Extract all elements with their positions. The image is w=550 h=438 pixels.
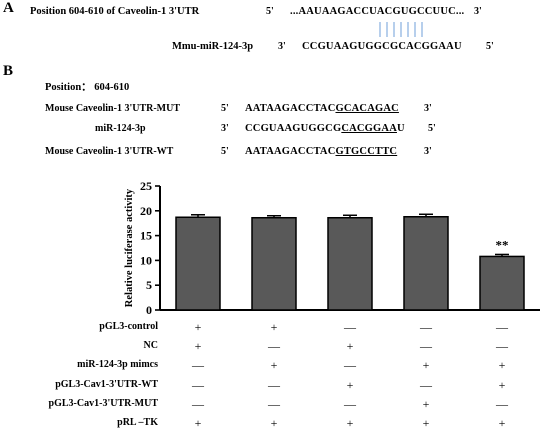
seq-pre: AATAAGACCTAC: [245, 146, 336, 157]
seq-row-right: 3': [424, 103, 432, 114]
panel-a-label: A: [3, 0, 14, 16]
condition-symbol: —: [420, 377, 432, 392]
condition-symbol: —: [496, 320, 508, 334]
seq-row-name: Mouse Caveolin-1 3'UTR-WT: [45, 146, 174, 157]
bar: [175, 216, 221, 311]
seq-pre: CCGUAAGUGGCG: [245, 123, 342, 134]
condition-label: miR-124-3p mimcs: [77, 359, 158, 371]
seq-row-name: Mouse Caveolin-1 3'UTR-MUT: [45, 103, 180, 114]
condition-symbol: +: [194, 320, 202, 334]
luciferase-bar-chart: 0 5 10 15 20 25 Relative luciferase activity **: [124, 179, 540, 317]
condition-symbol: +: [270, 358, 278, 373]
condition-symbol: +: [498, 377, 506, 392]
condition-symbol: —: [268, 339, 280, 354]
condition-symbol: —: [268, 377, 280, 392]
mirna-five: 5': [486, 41, 494, 52]
seq-row-sequence: AATAAGACCTACGTGCCTTC: [245, 146, 397, 157]
y-axis-label: Relative luciferase activity: [124, 188, 135, 307]
condition-symbol: +: [422, 396, 430, 411]
condition-symbol: —: [268, 396, 280, 411]
panel-b-label: B: [3, 63, 14, 79]
condition-symbol: +: [498, 358, 506, 373]
condition-label: pGL3-control: [99, 321, 158, 332]
condition-symbol: —: [420, 320, 432, 334]
condition-label: NC: [143, 340, 158, 352]
condition-symbol: —: [344, 396, 356, 411]
condition-label: pRL –TK: [117, 417, 158, 428]
seq-row-left: 5': [221, 146, 229, 157]
seq-row-name: miR-124-3p: [95, 123, 146, 134]
position-b: Position： 604-610: [45, 82, 130, 93]
seq-row-right: 3': [424, 146, 432, 157]
significance-label: **: [496, 237, 509, 252]
y-tick-label: 0: [146, 303, 152, 317]
mirna-three: 3': [278, 41, 286, 52]
y-tick-label: 20: [140, 204, 152, 218]
seq-site: CACGGAA: [341, 123, 397, 134]
y-tick-label: 15: [140, 229, 152, 243]
condition-label: pGL3-Cav1-3'UTR-MUT: [48, 397, 158, 409]
mirna-seq: CCGUAAGUGGCGCACGGAAU: [302, 41, 462, 52]
condition-label: pGL3-Cav1-3'UTR-WT: [55, 378, 158, 390]
condition-symbol: —: [344, 320, 356, 334]
seq-row-sequence: CCGUAAGUGGCGCACGGAAU: [245, 123, 405, 134]
condition-symbol: +: [270, 320, 278, 334]
mirna-name: Mmu-miR-124-3p: [172, 41, 254, 52]
position-line: Position 604-610 of Caveolin-1 3'UTR: [30, 6, 200, 17]
condition-symbol: —: [496, 339, 508, 354]
y-tick-label: 5: [146, 278, 152, 292]
y-tick-label: 25: [140, 179, 152, 193]
condition-symbol: —: [192, 358, 204, 373]
seq-row-left: 5': [221, 103, 229, 114]
condition-symbol: +: [346, 339, 354, 354]
condition-symbol: —: [496, 396, 508, 411]
bar: [327, 216, 373, 311]
condition-symbol: +: [194, 416, 202, 430]
seq-row-right: 5': [428, 123, 436, 134]
target-seq: ...AAUAAGACCUACGUGCCUUC...: [290, 6, 465, 17]
seq-post: U: [396, 123, 405, 134]
condition-symbol: —: [344, 358, 356, 373]
condition-symbol: +: [422, 416, 430, 430]
pairing-lines: [379, 22, 423, 37]
seq-row-sequence: AATAAGACCTACGCACAGAC: [245, 103, 399, 114]
bar: [403, 216, 449, 311]
condition-symbol: +: [346, 377, 354, 392]
condition-symbol: —: [192, 396, 204, 411]
condition-symbol: +: [346, 416, 354, 430]
condition-symbol: +: [498, 416, 506, 430]
seq-site: GCACAGAC: [335, 103, 399, 114]
seq-site: GTGCCTTC: [335, 146, 398, 157]
condition-symbol: —: [192, 377, 204, 392]
condition-symbol: +: [194, 339, 202, 354]
target-three: 3': [474, 6, 482, 17]
condition-symbol: +: [422, 358, 430, 373]
target-five: 5': [266, 6, 274, 17]
seq-row-left: 3': [221, 123, 229, 134]
condition-symbol: +: [270, 416, 278, 430]
bar: [251, 216, 297, 311]
bar: [479, 255, 525, 311]
y-tick-label: 10: [140, 253, 152, 267]
condition-symbol: —: [420, 339, 432, 354]
seq-pre: AATAAGACCTAC: [245, 103, 336, 114]
